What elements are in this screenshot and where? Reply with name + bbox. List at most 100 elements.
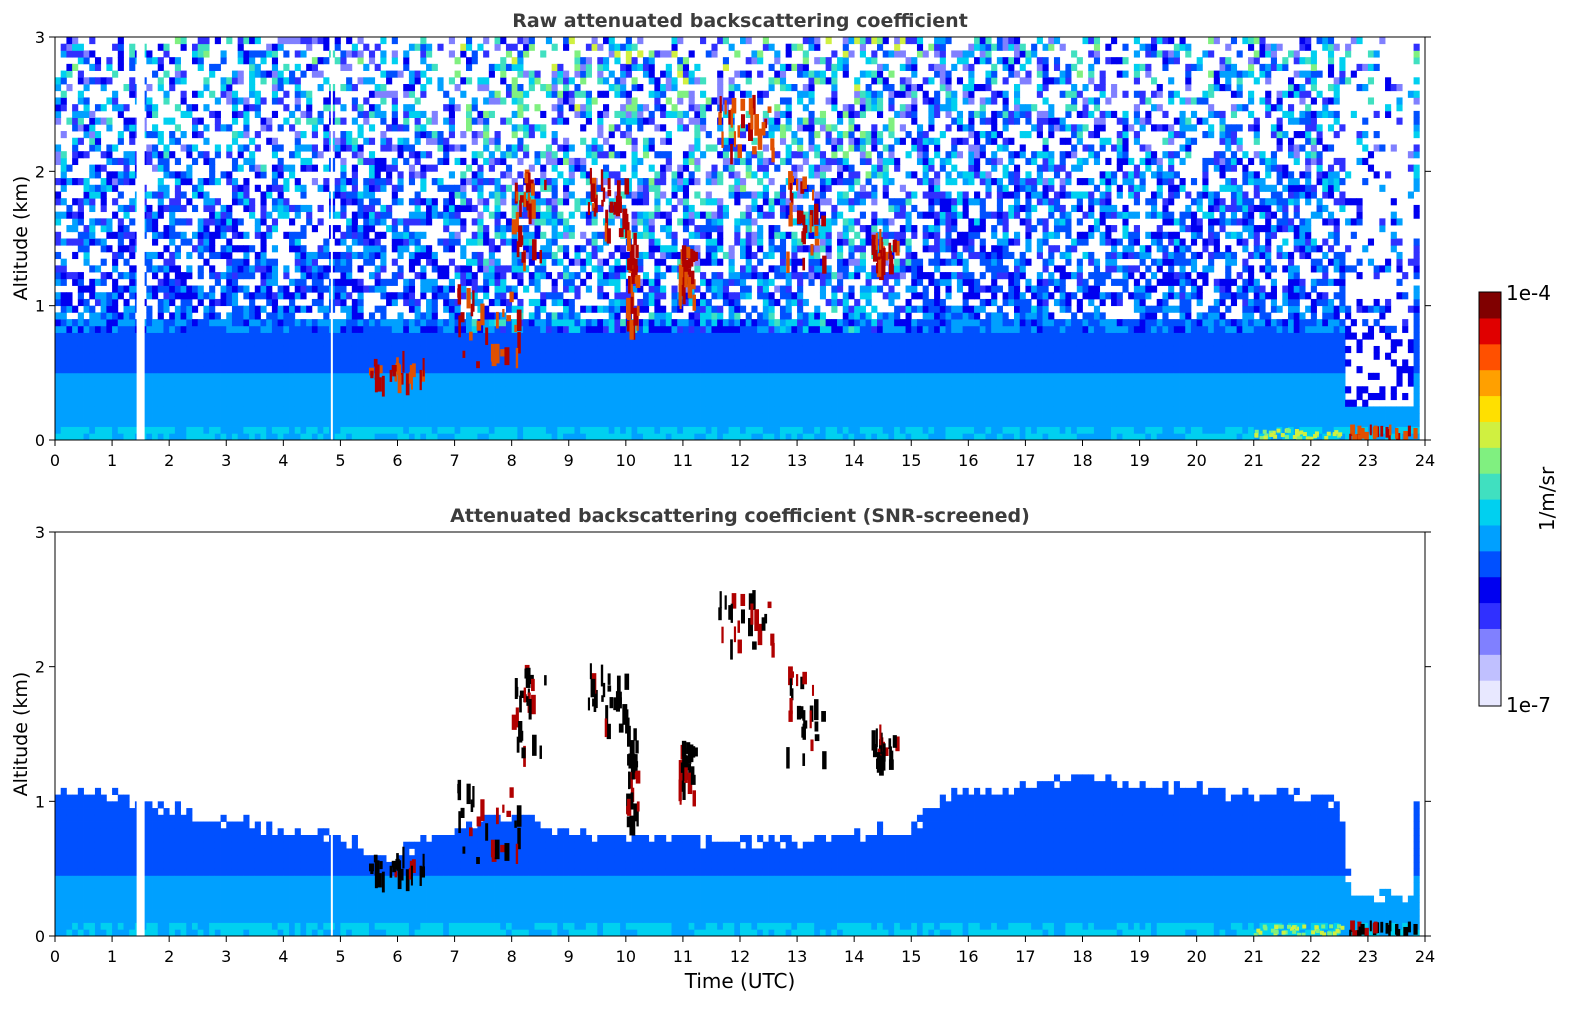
heatmap-cell <box>386 171 393 179</box>
heatmap-cell <box>249 406 256 414</box>
heatmap-cell <box>511 124 518 132</box>
heatmap-cell <box>226 238 233 246</box>
heatmap-cell <box>545 238 553 246</box>
heatmap-cell <box>60 413 67 421</box>
heatmap-cell <box>648 110 655 118</box>
heatmap-cell <box>260 238 267 246</box>
heatmap-cell <box>220 204 227 213</box>
heatmap-cell <box>694 426 701 434</box>
heatmap-cell <box>477 43 484 51</box>
heatmap-cell <box>631 352 638 360</box>
heatmap-cell <box>705 144 712 152</box>
heatmap-cell <box>466 339 473 347</box>
heatmap-cell <box>300 433 307 440</box>
heatmap-cell <box>660 319 667 327</box>
heatmap-cell <box>83 178 90 186</box>
heatmap-cell <box>608 352 615 360</box>
heatmap-cell <box>66 319 73 327</box>
heatmap-cell <box>368 171 376 179</box>
heatmap-cell <box>557 433 564 440</box>
heatmap-cell <box>574 245 581 253</box>
heatmap-cell <box>174 198 181 206</box>
heatmap-cell <box>717 231 724 239</box>
heatmap-cell <box>231 433 239 440</box>
heatmap-cell <box>94 433 102 440</box>
heatmap-cell <box>203 312 210 320</box>
heatmap-cell <box>426 258 433 266</box>
heatmap-cell <box>214 117 221 125</box>
heatmap-cell <box>608 171 615 179</box>
heatmap-cell <box>260 117 267 125</box>
heatmap-cell <box>226 77 233 85</box>
heatmap-cell <box>568 225 575 233</box>
heatmap-cell <box>334 225 341 233</box>
heatmap-cell <box>717 84 724 92</box>
heatmap-cell <box>408 298 416 307</box>
heatmap-cell <box>483 272 490 280</box>
heatmap-cell <box>226 90 233 98</box>
heatmap-cell <box>112 90 119 98</box>
heatmap-cell <box>597 245 604 253</box>
heatmap-cell <box>323 345 330 354</box>
heatmap-cell <box>152 104 159 112</box>
heatmap-cell <box>642 345 650 354</box>
heatmap-cell <box>123 379 130 387</box>
heatmap-cell <box>471 151 478 159</box>
heatmap-cell <box>511 339 518 347</box>
heatmap-cell <box>100 386 107 394</box>
heatmap-cell <box>654 124 661 132</box>
heatmap-cell <box>551 151 558 159</box>
heatmap-cell <box>614 426 621 434</box>
heatmap-cell <box>642 366 650 374</box>
heatmap-cell <box>563 157 570 166</box>
heatmap-cell <box>186 386 193 394</box>
heatmap-cell <box>620 406 627 414</box>
heatmap-cell <box>437 272 444 280</box>
heatmap-cell <box>477 84 484 92</box>
heatmap-cell <box>574 312 581 320</box>
heatmap-cell <box>734 339 741 347</box>
heatmap-cell <box>60 164 67 172</box>
heatmap-cell <box>585 97 592 105</box>
heatmap-cell <box>94 171 102 179</box>
heatmap-cell <box>688 359 695 367</box>
heatmap-cell <box>671 191 678 199</box>
heatmap-cell <box>146 57 153 65</box>
heatmap-cell <box>597 413 604 421</box>
heatmap-cell <box>60 319 67 327</box>
heatmap-cell <box>471 251 478 260</box>
heatmap-cell <box>174 178 181 186</box>
heatmap-cell <box>300 70 307 78</box>
heatmap-cell <box>317 110 324 118</box>
heatmap-cell <box>391 272 398 280</box>
heatmap-cell <box>192 50 199 58</box>
heatmap-cell <box>260 211 267 219</box>
heatmap-cell <box>357 151 364 159</box>
heatmap-cell <box>60 198 67 206</box>
heatmap-cell <box>249 211 256 219</box>
heatmap-cell <box>77 359 84 367</box>
heatmap-cell <box>323 386 330 394</box>
heatmap-cell <box>117 292 124 300</box>
heatmap-cell <box>625 379 632 387</box>
heatmap-cell <box>380 50 387 58</box>
heatmap-cell <box>163 332 170 340</box>
heatmap-cell <box>505 84 513 92</box>
heatmap-cell <box>454 399 461 407</box>
heatmap-cell <box>317 319 324 327</box>
heatmap-cell <box>563 298 570 307</box>
heatmap-cell <box>511 392 518 401</box>
heatmap-cell <box>728 298 735 307</box>
heatmap-cell <box>677 37 684 45</box>
heatmap-cell <box>340 164 347 172</box>
heatmap-cell <box>620 204 627 213</box>
heatmap-cell <box>380 285 387 293</box>
heatmap-cell <box>192 319 199 327</box>
heatmap-cell <box>443 184 450 192</box>
heatmap-cell <box>60 419 67 427</box>
heatmap-cell <box>740 238 747 246</box>
heatmap-cell <box>117 63 124 71</box>
heatmap-cell <box>94 191 102 199</box>
heatmap-cell <box>363 319 370 327</box>
heatmap-cell <box>66 379 73 387</box>
